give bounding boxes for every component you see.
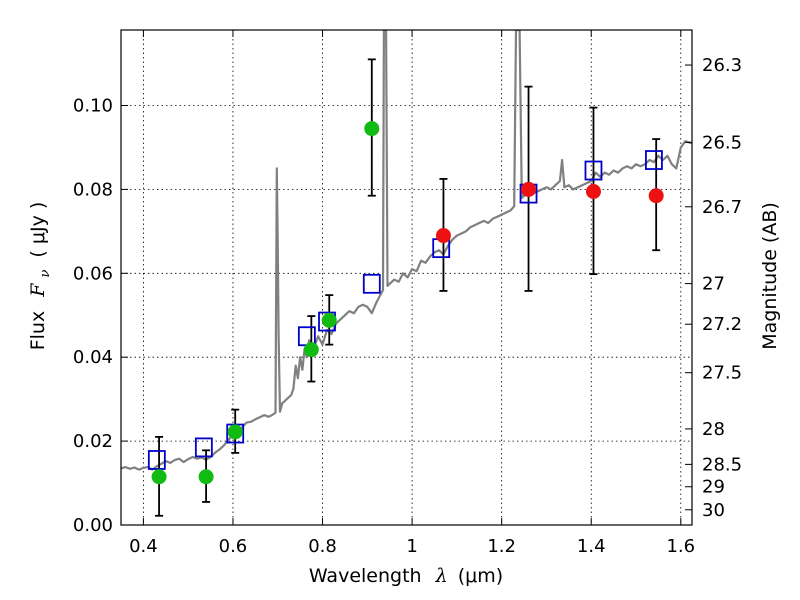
y-tick-label: 0.04 — [73, 347, 113, 368]
mag-tick-label: 29 — [702, 477, 725, 498]
observed-point — [521, 181, 537, 197]
mag-tick-label: 28 — [702, 419, 725, 440]
grid — [121, 30, 692, 525]
mag-tick-label: 30 — [702, 500, 725, 521]
spectrum-line — [121, 30, 692, 471]
y-axis-label-prefix: Flux — [27, 311, 49, 351]
observed-point — [648, 188, 664, 204]
y-tick-label: 0.08 — [73, 179, 113, 200]
y-axis-label-subscript: ν — [38, 270, 53, 278]
mag-tick-label: 27.5 — [702, 363, 742, 384]
x-axis-label-unit: (μm) — [458, 565, 503, 587]
mag-tick-label: 26.3 — [702, 55, 742, 76]
x-tick-label: 0.8 — [308, 536, 337, 557]
square-marker-layer — [147, 150, 663, 470]
observed-point — [435, 228, 451, 244]
y-tick-label: 0.06 — [73, 263, 113, 284]
x-axis-label: Wavelength λ (μm) — [309, 565, 503, 587]
mag-tick-label: 26.5 — [702, 132, 742, 153]
y-tick-label: 0.02 — [73, 431, 113, 452]
y-tick-label: 0.00 — [73, 515, 113, 536]
observed-point — [227, 424, 243, 440]
observed-point — [303, 342, 319, 358]
x-axis-label-symbol: λ — [435, 565, 448, 587]
observed-point — [151, 469, 167, 485]
model-square-marker — [645, 150, 663, 170]
spectrum-layer — [121, 30, 692, 471]
x-tick-label: 1.6 — [666, 536, 695, 557]
observed-point — [364, 121, 380, 137]
mag-tick-label: 28.5 — [702, 454, 742, 475]
model-square-marker — [147, 450, 166, 470]
x-tick-label: 1.2 — [487, 536, 516, 557]
observed-point — [585, 184, 601, 200]
model-square-marker — [362, 273, 381, 294]
mag-tick-label: 27.2 — [702, 314, 742, 335]
model-square-marker — [194, 437, 213, 458]
x-tick-label: 1 — [406, 536, 417, 557]
errorbar-layer — [155, 58, 661, 517]
observed-point — [321, 312, 337, 328]
y-axis-right-label: Magnitude (AB) — [759, 202, 781, 350]
circle-marker-layer — [151, 121, 664, 485]
mag-tick-label: 27 — [702, 274, 725, 295]
x-tick-label: 0.6 — [219, 536, 248, 557]
model-square-marker — [584, 160, 603, 181]
x-tick-label: 0.4 — [129, 536, 158, 557]
mag-tick-label: 26.7 — [702, 197, 742, 218]
y-tick-label: 0.10 — [73, 96, 113, 117]
y-axis-label-unit: ( μJy ) — [27, 202, 49, 258]
axis-ticks: 0.4 0.6 0.8 1 1.2 1.4 1.6 0.00 0.02 0.04 0.06 0.08 0… — [73, 30, 742, 557]
observed-point — [198, 469, 214, 485]
plot-frame — [120, 29, 693, 526]
x-axis-label-prefix: Wavelength — [309, 565, 422, 587]
y-axis-label: Flux F ν ( μJy ) — [27, 202, 54, 351]
x-tick-label: 1.4 — [577, 536, 606, 557]
y-axis-label-symbol: F — [27, 283, 49, 298]
